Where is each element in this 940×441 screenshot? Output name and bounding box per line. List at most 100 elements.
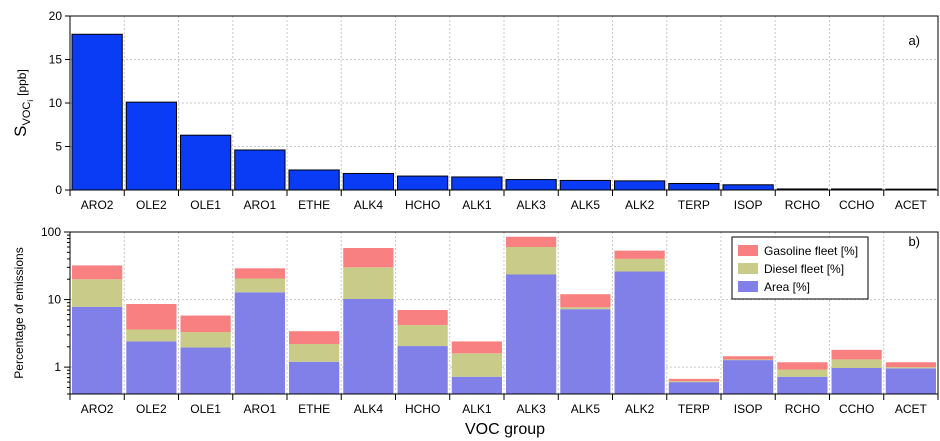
panel-b-x-tick-label: ARO1 <box>244 402 277 416</box>
segment-ccho-area <box>831 368 882 394</box>
panel-b-x-ticks: ARO2 OLE2 OLE1 ARO1 ETHE ALK4 HCHO ALK1 ALK3 ALK5… <box>69 394 939 416</box>
panel-a-x-tick-label: CCHO <box>839 198 874 212</box>
bar-alk3 <box>505 179 557 191</box>
panel-b-x-tick-label: ALK5 <box>571 402 601 416</box>
panel-a-x-tick-label: ALK5 <box>571 198 601 212</box>
segment-aro1-diesel <box>234 278 285 293</box>
panel-a-x-tick-label: TERP <box>678 198 710 212</box>
panel-a-y-tick-label: 20 <box>49 9 63 23</box>
panel-b-x-tick-label: ARO2 <box>81 402 114 416</box>
bar-terp <box>668 182 720 191</box>
bar-aro1 <box>234 149 286 191</box>
segment-alk2-diesel <box>614 258 665 272</box>
segment-ethe-area <box>289 361 340 394</box>
panel-b-x-tick-label: ALK1 <box>462 402 492 416</box>
segment-terp-diesel <box>668 381 719 383</box>
legend-label: Diesel fleet [%] <box>764 262 844 276</box>
segment-isop-gasoline <box>723 356 774 360</box>
panel-b-x-tick-label: ALK4 <box>354 402 384 416</box>
bar-ole1 <box>180 134 232 191</box>
panel-b-y-tick-label: 100 <box>41 225 61 239</box>
panel-a-x-tick-label: ALK2 <box>625 198 655 212</box>
bar-aro2 <box>71 33 123 191</box>
panel-b-x-tick-label: ALK3 <box>516 402 546 416</box>
segment-ole2-gasoline <box>126 303 177 330</box>
segment-rcho-diesel <box>777 369 828 377</box>
segment-hcho-area <box>397 346 448 394</box>
panel-a-y-axis-label: SVOCi[ppb] <box>11 69 35 137</box>
segment-alk4-diesel <box>343 267 394 299</box>
panel-b-y-tick-label: 1 <box>54 360 61 374</box>
legend-swatch <box>738 245 758 256</box>
panel-a-y-ticks: 0 5 10 15 20 <box>49 9 70 197</box>
segment-isop-area <box>723 360 774 394</box>
panel-a-x-tick-label: OLE1 <box>190 198 221 212</box>
legend-swatch <box>738 263 758 274</box>
panel-b-x-tick-label: ISOP <box>734 402 763 416</box>
segment-hcho-gasoline <box>397 310 448 326</box>
panel-a-x-tick-label: RCHO <box>785 198 820 212</box>
segment-rcho-area <box>777 376 828 394</box>
panel-a-x-ticks: ARO2 OLE2 OLE1 ARO1 ETHE ALK4 HCHO ALK1 ALK3 ALK5… <box>69 190 939 212</box>
segment-ole1-gasoline <box>180 315 231 333</box>
bar-alk4 <box>342 172 394 191</box>
panel-a-x-tick-label: ARO2 <box>81 198 114 212</box>
segment-aro1-area <box>234 292 285 394</box>
panel-a-y-tick-label: 0 <box>55 183 62 197</box>
panel-a-x-tick-label: ACET <box>895 198 928 212</box>
legend-swatch <box>738 281 758 292</box>
panel-b-x-tick-label: OLE2 <box>136 402 167 416</box>
segment-terp-gasoline <box>668 378 719 382</box>
segment-acet-gasoline <box>885 362 936 368</box>
panel-a-x-tick-label: ALK1 <box>462 198 492 212</box>
panel-b-stacked-bars <box>72 236 936 394</box>
panel-b-y-axis-label: Percentage of emissions <box>12 247 26 378</box>
segment-ccho-gasoline <box>831 349 882 360</box>
panel-b-x-tick-label: ACET <box>895 402 928 416</box>
panel-a-y-tick-label: 10 <box>49 96 63 110</box>
panel-b-x-tick-label: OLE1 <box>190 402 221 416</box>
legend-label: Area [%] <box>764 280 810 294</box>
segment-aro1-gasoline <box>234 268 285 279</box>
segment-alk3-diesel <box>506 246 557 275</box>
panel-a-y-tick-label: 5 <box>55 140 62 154</box>
segment-alk2-area <box>614 271 665 394</box>
segment-aro2-area <box>72 306 123 394</box>
panel-a: 0 5 10 15 20 ARO2 OLE2 OLE1 ARO1 ETHE ALK4 HCHO ALK… <box>11 9 939 212</box>
segment-alk3-gasoline <box>506 236 557 247</box>
segment-alk1-area <box>451 376 502 394</box>
segment-ethe-gasoline <box>289 331 340 344</box>
panel-b-x-tick-label: HCHO <box>405 402 440 416</box>
segment-alk5-gasoline <box>560 294 611 308</box>
panel-b-x-tick-label: TERP <box>678 402 710 416</box>
segment-ole2-diesel <box>126 329 177 342</box>
panel-a-x-tick-label: ISOP <box>734 198 763 212</box>
panel-b-x-tick-label: CCHO <box>839 402 874 416</box>
segment-alk4-area <box>343 298 394 394</box>
segment-alk1-gasoline <box>451 341 502 354</box>
panel-a-x-tick-label: ETHE <box>298 198 330 212</box>
panel-b-x-tick-label: RCHO <box>785 402 820 416</box>
segment-rcho-gasoline <box>777 362 828 370</box>
bar-alk2 <box>614 180 666 191</box>
segment-acet-area <box>885 368 936 394</box>
segment-aro2-gasoline <box>72 265 123 280</box>
bar-alk5 <box>559 179 611 191</box>
segment-alk4-gasoline <box>343 247 394 268</box>
bar-ethe <box>288 169 340 191</box>
segment-isop-diesel <box>723 359 774 361</box>
bar-isop <box>722 184 774 191</box>
segment-terp-area <box>668 382 719 394</box>
panel-a-tag: a) <box>908 33 920 48</box>
bar-alk1 <box>451 176 503 191</box>
segment-acet-diesel <box>885 367 936 369</box>
segment-ole1-area <box>180 347 231 394</box>
panel-b-tag: b) <box>908 234 920 249</box>
panel-b-x-tick-label: ETHE <box>298 402 330 416</box>
panel-b-x-tick-label: ALK2 <box>625 402 655 416</box>
segment-alk3-area <box>506 274 557 394</box>
segment-alk1-diesel <box>451 353 502 377</box>
segment-alk5-diesel <box>560 307 611 310</box>
segment-ccho-diesel <box>831 359 882 369</box>
